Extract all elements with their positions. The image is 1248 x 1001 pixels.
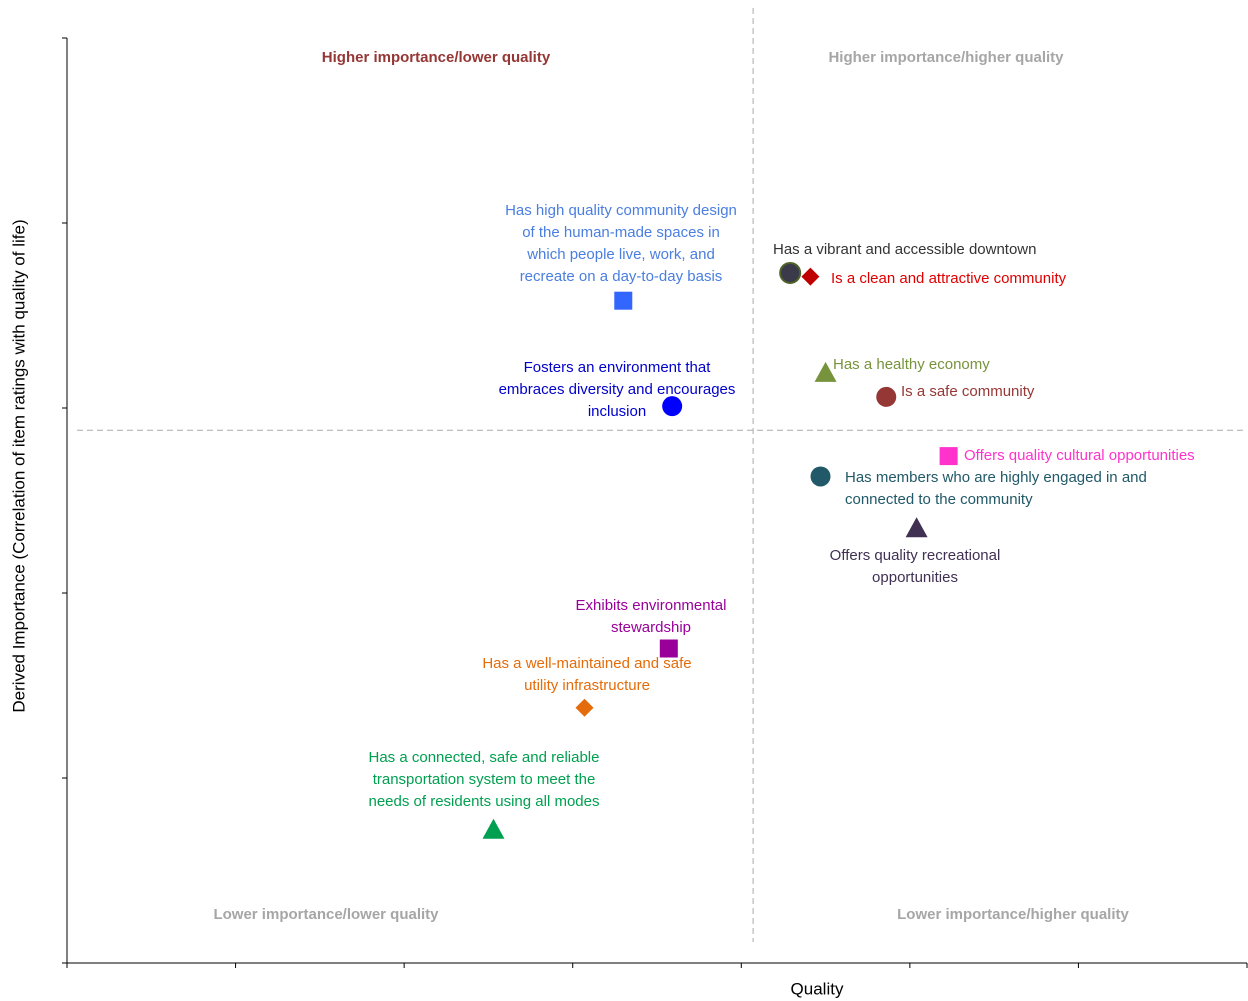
point [779, 261, 802, 284]
point-label: stewardship [611, 619, 691, 636]
point-label: opportunities [872, 569, 958, 586]
point-label: utility infrastructure [524, 677, 650, 694]
x-axis-label: Quality [791, 979, 844, 998]
point-label: embraces diversity and encourages [499, 381, 736, 398]
point-label: Has members who are highly engaged in an… [845, 469, 1147, 486]
point-label: Offers quality cultural opportunities [964, 447, 1195, 464]
point [482, 818, 505, 839]
point-label: Has a vibrant and accessible downtown [773, 241, 1036, 258]
quadrant-label: Higher importance/higher quality [828, 49, 1064, 66]
quadrant-label: Lower importance/higher quality [897, 906, 1129, 923]
point-label: Is a safe community [901, 383, 1035, 400]
point [614, 291, 633, 310]
point-label: Has high quality community design [505, 202, 737, 219]
point-label: of the human-made spaces in [522, 224, 720, 241]
point [662, 396, 683, 417]
point-label: needs of residents using all modes [369, 793, 600, 810]
point-label: transportation system to meet the [373, 771, 596, 788]
point-label: Is a clean and attractive community [831, 270, 1067, 287]
point-label: which people live, work, and [526, 246, 715, 263]
point-label: inclusion [588, 403, 646, 420]
point [814, 361, 837, 382]
point [801, 267, 820, 286]
quadrant-label: Higher importance/lower quality [322, 49, 551, 66]
y-axis-label: Derived Importance (Correlation of item … [9, 219, 28, 712]
point-label: Has a well-maintained and safe [482, 655, 691, 672]
point [659, 639, 678, 658]
quadrant-label: Lower importance/lower quality [213, 906, 439, 923]
point-label: recreate on a day-to-day basis [520, 268, 723, 285]
point [876, 386, 897, 407]
point-label: Offers quality recreational [830, 547, 1001, 564]
point-label: Exhibits environmental [576, 597, 727, 614]
point [939, 447, 958, 466]
point [575, 698, 594, 717]
point [810, 466, 831, 487]
point-label: Has a healthy economy [833, 356, 990, 373]
point-label: Has a connected, safe and reliable [369, 749, 600, 766]
point-label: Fosters an environment that [524, 359, 712, 376]
point [905, 517, 928, 538]
point-label: connected to the community [845, 491, 1033, 508]
